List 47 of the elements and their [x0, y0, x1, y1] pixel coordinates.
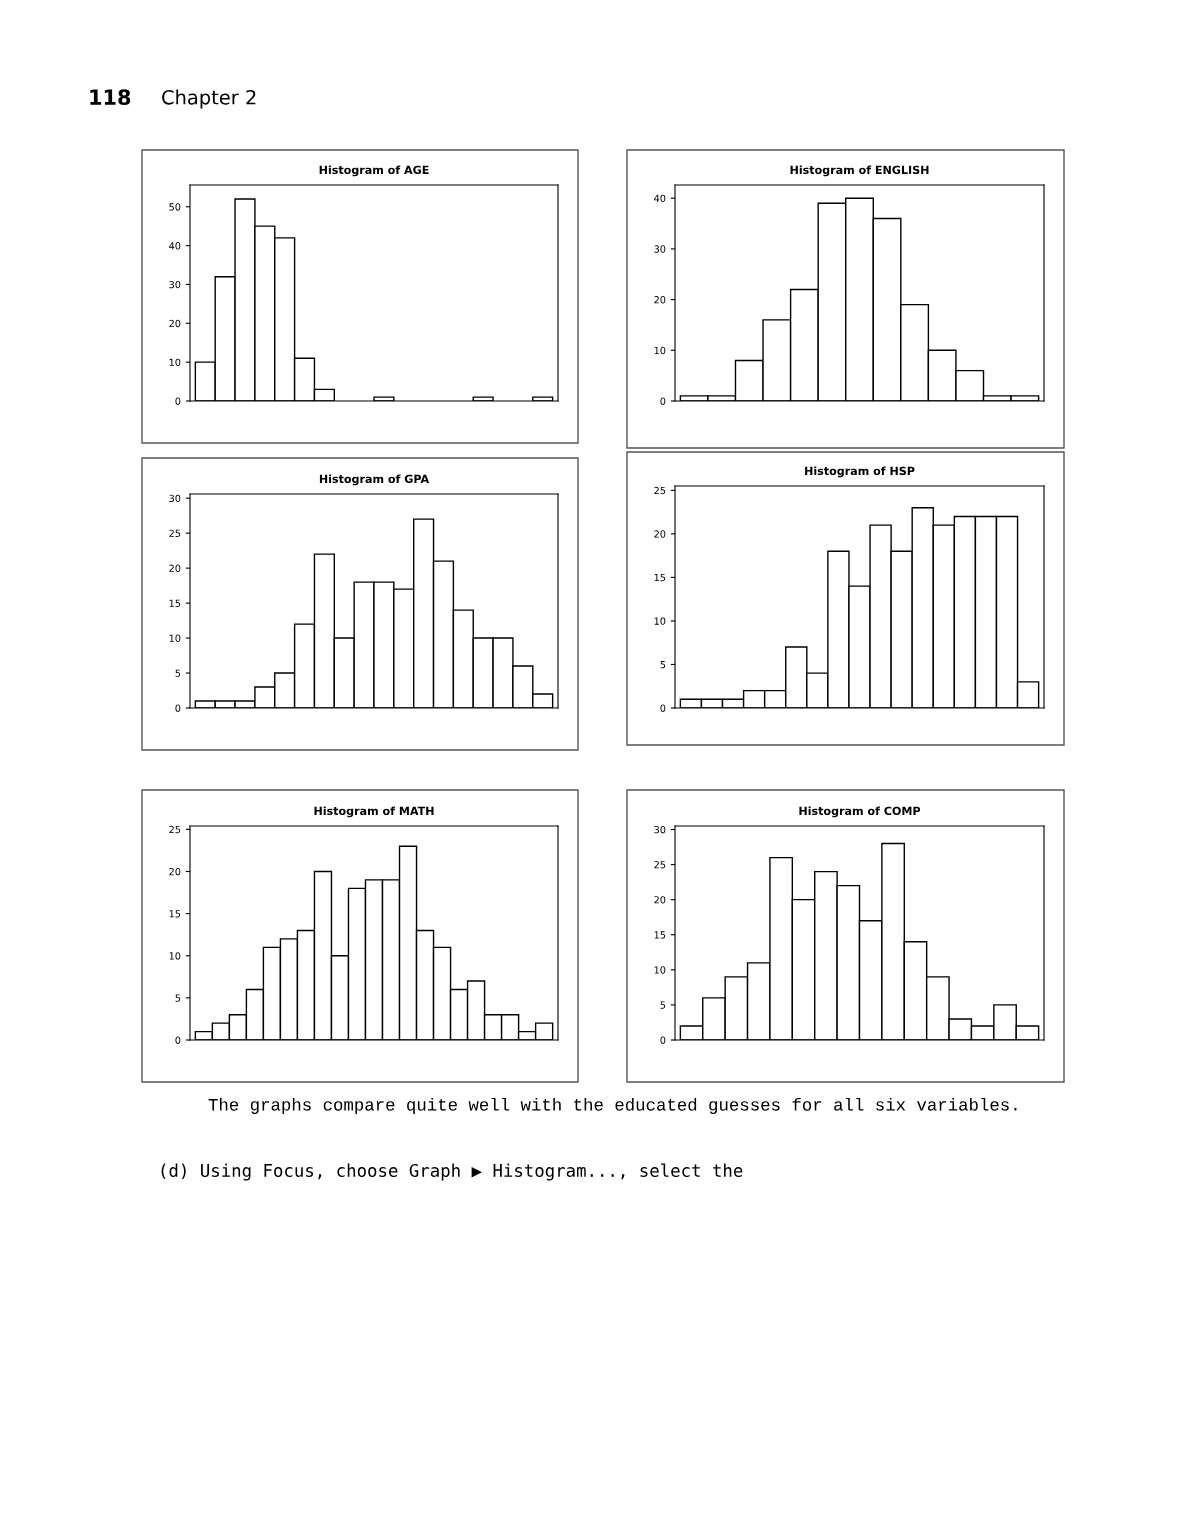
y-tick-label: 20	[654, 896, 666, 904]
y-tick-label: 0	[660, 397, 666, 405]
y-tick-label: 30	[169, 280, 181, 289]
y-tick-label: 5	[660, 661, 666, 669]
y-tick-label: 20	[169, 867, 181, 876]
y-tick-label: 10	[169, 952, 181, 960]
y-tick-label: 40	[654, 194, 666, 203]
y-tick-label: 15	[169, 599, 181, 607]
y-tick-label: 25	[654, 861, 666, 869]
y-tick-label: 0	[175, 704, 181, 712]
chart-title: Histogram of HSP	[805, 466, 915, 478]
y-tick-label: 5	[660, 1001, 666, 1009]
y-tick-label: 10	[654, 346, 666, 355]
y-tick-label: 20	[654, 530, 666, 538]
y-tick-label: 20	[169, 564, 181, 572]
chart-title: Histogram of COMP	[799, 806, 921, 818]
y-tick-label: 20	[654, 296, 666, 304]
text: 118	[90, 89, 131, 106]
y-tick-label: 10	[654, 966, 666, 974]
y-tick-label: 15	[654, 574, 666, 582]
y-tick-label: 30	[654, 825, 666, 834]
y-tick-label: 5	[175, 669, 181, 677]
y-tick-label: 5	[175, 994, 181, 1002]
y-tick-label: 15	[169, 910, 181, 918]
text: The graphs compare quite well with the educated guesses for all six variables.	[208, 1097, 1017, 1115]
y-tick-label: 25	[169, 529, 181, 537]
y-tick-label: 25	[169, 825, 181, 834]
y-tick-label: 30	[169, 494, 181, 503]
text: (d) Using Focus, choose Graph ▶ Histogram..., select the	[161, 1163, 743, 1181]
y-tick-label: 0	[660, 704, 666, 712]
chart-title: Histogram of MATH	[314, 806, 434, 818]
chart-title: Histogram of GPA	[319, 474, 430, 486]
y-tick-label: 10	[654, 617, 666, 625]
text: Chapter 2	[162, 89, 256, 109]
y-tick-label: 40	[169, 242, 181, 250]
y-tick-label: 0	[175, 397, 181, 405]
y-tick-label: 10	[169, 358, 181, 366]
y-tick-label: 15	[654, 931, 666, 939]
y-tick-label: 50	[169, 203, 181, 211]
y-tick-label: 30	[654, 245, 666, 253]
y-tick-label: 0	[660, 1036, 666, 1044]
y-tick-label: 0	[175, 1036, 181, 1044]
y-tick-label: 25	[654, 486, 666, 495]
y-tick-label: 10	[169, 634, 181, 642]
chart-title: Histogram of ENGLISH	[790, 165, 929, 177]
y-tick-label: 20	[169, 319, 181, 328]
chart-title: Histogram of AGE	[319, 165, 429, 177]
